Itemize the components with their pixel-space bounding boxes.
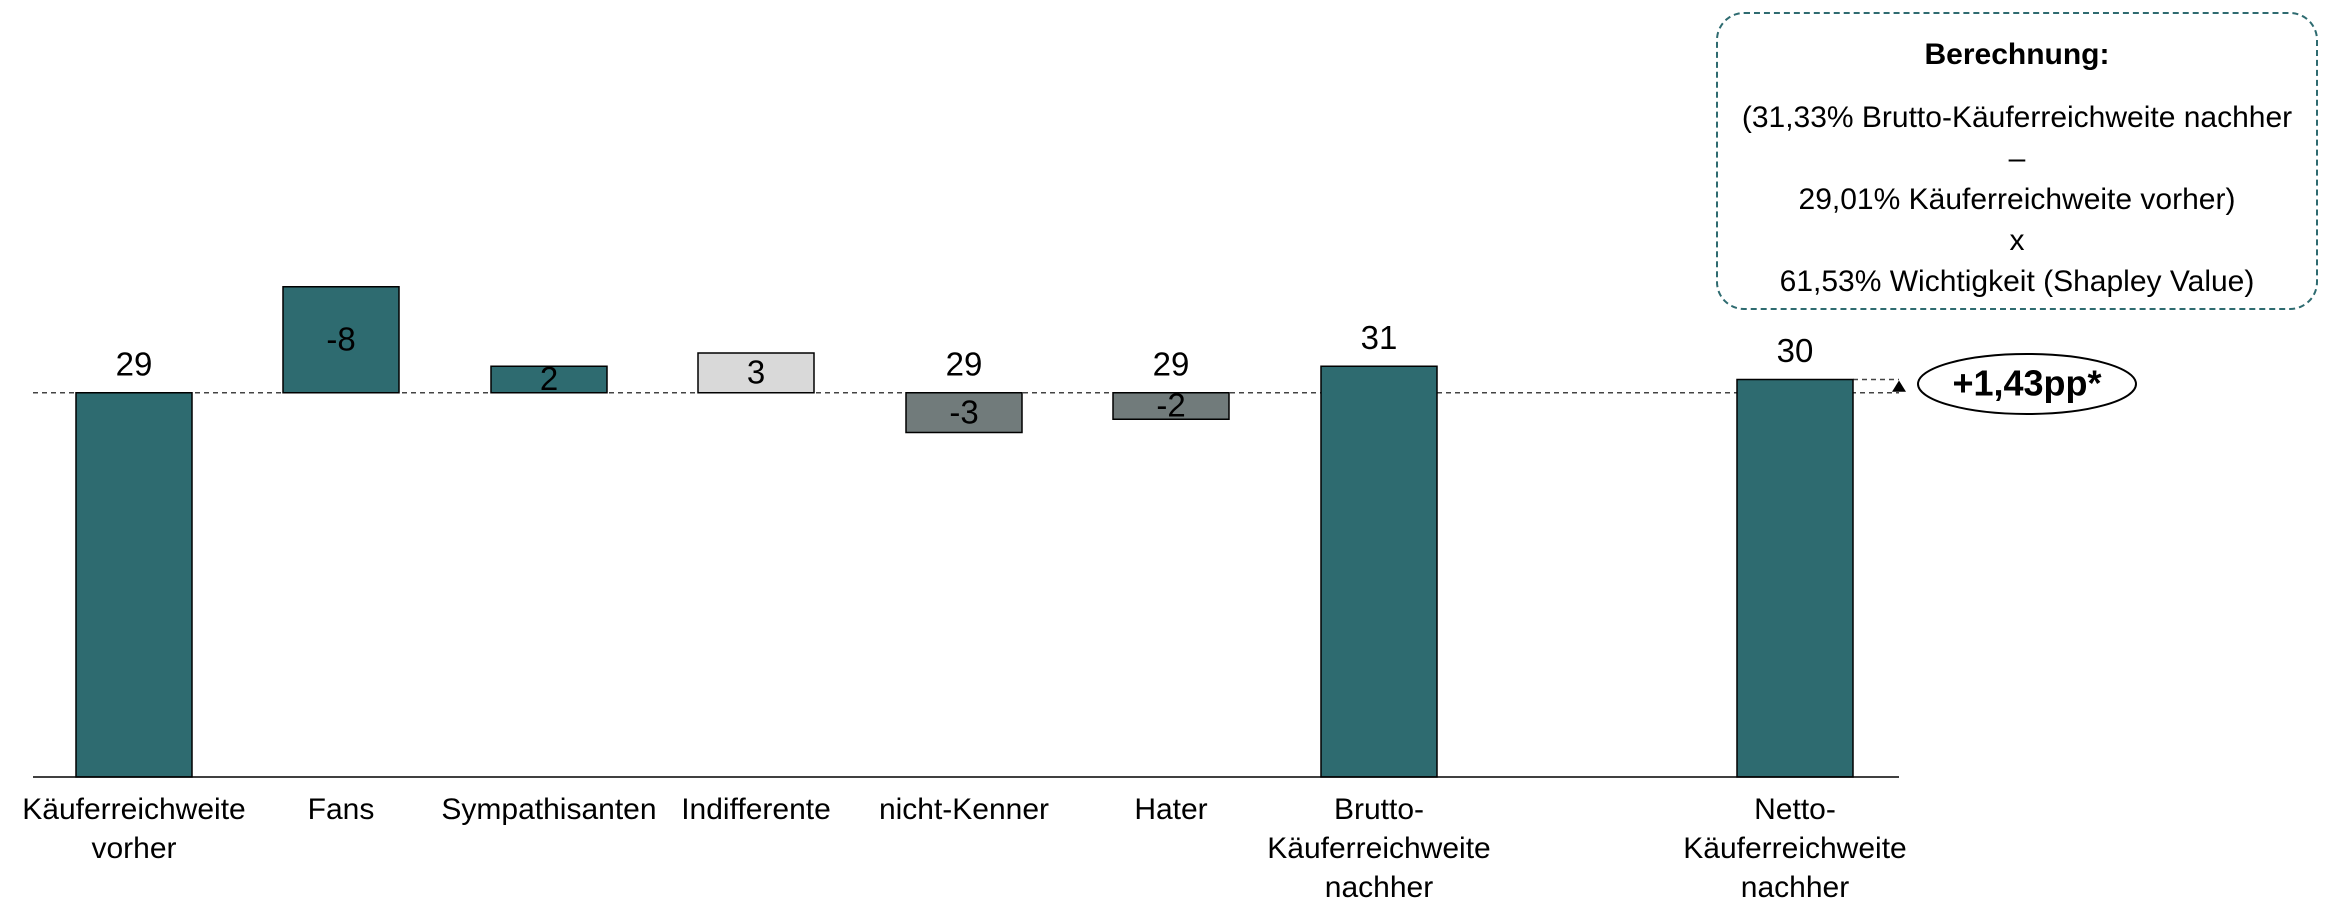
- bar: [75, 392, 193, 778]
- annotation-ellipse: [1917, 353, 2137, 415]
- inner-label: -8: [326, 320, 355, 357]
- bar: [1736, 378, 1854, 778]
- box-line: 61,53% Wichtigkeit (Shapley Value): [1779, 265, 2255, 298]
- calculation-box: Berechnung: (31,33% Brutto-Käuferreichwe…: [1716, 12, 2318, 310]
- x-tick-label: Hater: [1134, 793, 1208, 826]
- bar: [490, 365, 608, 394]
- bar: [1320, 365, 1438, 778]
- bar: [282, 286, 400, 394]
- box-line: x: [2009, 224, 2025, 257]
- bar: [905, 392, 1023, 434]
- inner-label: 2: [540, 360, 558, 397]
- top-label: 30: [1777, 332, 1814, 369]
- bar: [697, 352, 815, 394]
- box-line: 29,01% Käuferreichweite vorher): [1798, 183, 2236, 216]
- top-label: 29: [1153, 345, 1190, 382]
- bar: [1112, 392, 1230, 420]
- arrow: [1892, 380, 1906, 392]
- box-line: –: [2008, 142, 2026, 175]
- x-tick-label: Indifferente: [681, 793, 831, 826]
- x-tick-label: Sympathisanten: [441, 793, 657, 826]
- x-tick-label: Netto-Käuferreichweite nachher: [1683, 793, 1907, 904]
- top-label: 29: [116, 345, 153, 382]
- x-tick-label: nicht-Kenner: [878, 793, 1050, 826]
- x-tick-label: Käuferreichweite vorher: [22, 793, 246, 865]
- box-title: Berechnung:: [1924, 38, 2110, 71]
- annotation: +1,43pp*: [1952, 363, 2101, 404]
- x-tick-label: Fans: [307, 793, 375, 826]
- inner-label: 3: [747, 354, 765, 391]
- x-tick-label: Brutto-Käuferreichweite nachher: [1267, 793, 1491, 904]
- inner-label: -2: [1156, 387, 1185, 424]
- top-label: 29: [946, 345, 983, 382]
- top-label: 31: [1361, 319, 1398, 356]
- box-line: (31,33% Brutto-Käuferreichweite nachher: [1741, 101, 2293, 134]
- inner-label: -3: [949, 393, 978, 430]
